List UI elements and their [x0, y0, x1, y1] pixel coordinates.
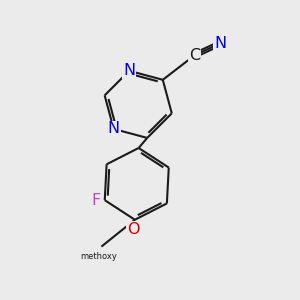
- Text: N: N: [108, 122, 120, 136]
- Text: F: F: [92, 193, 101, 208]
- Text: O: O: [127, 222, 140, 237]
- Text: N: N: [123, 63, 135, 78]
- Text: C: C: [189, 48, 200, 63]
- Text: N: N: [214, 36, 226, 51]
- Text: methoxy: methoxy: [80, 252, 117, 261]
